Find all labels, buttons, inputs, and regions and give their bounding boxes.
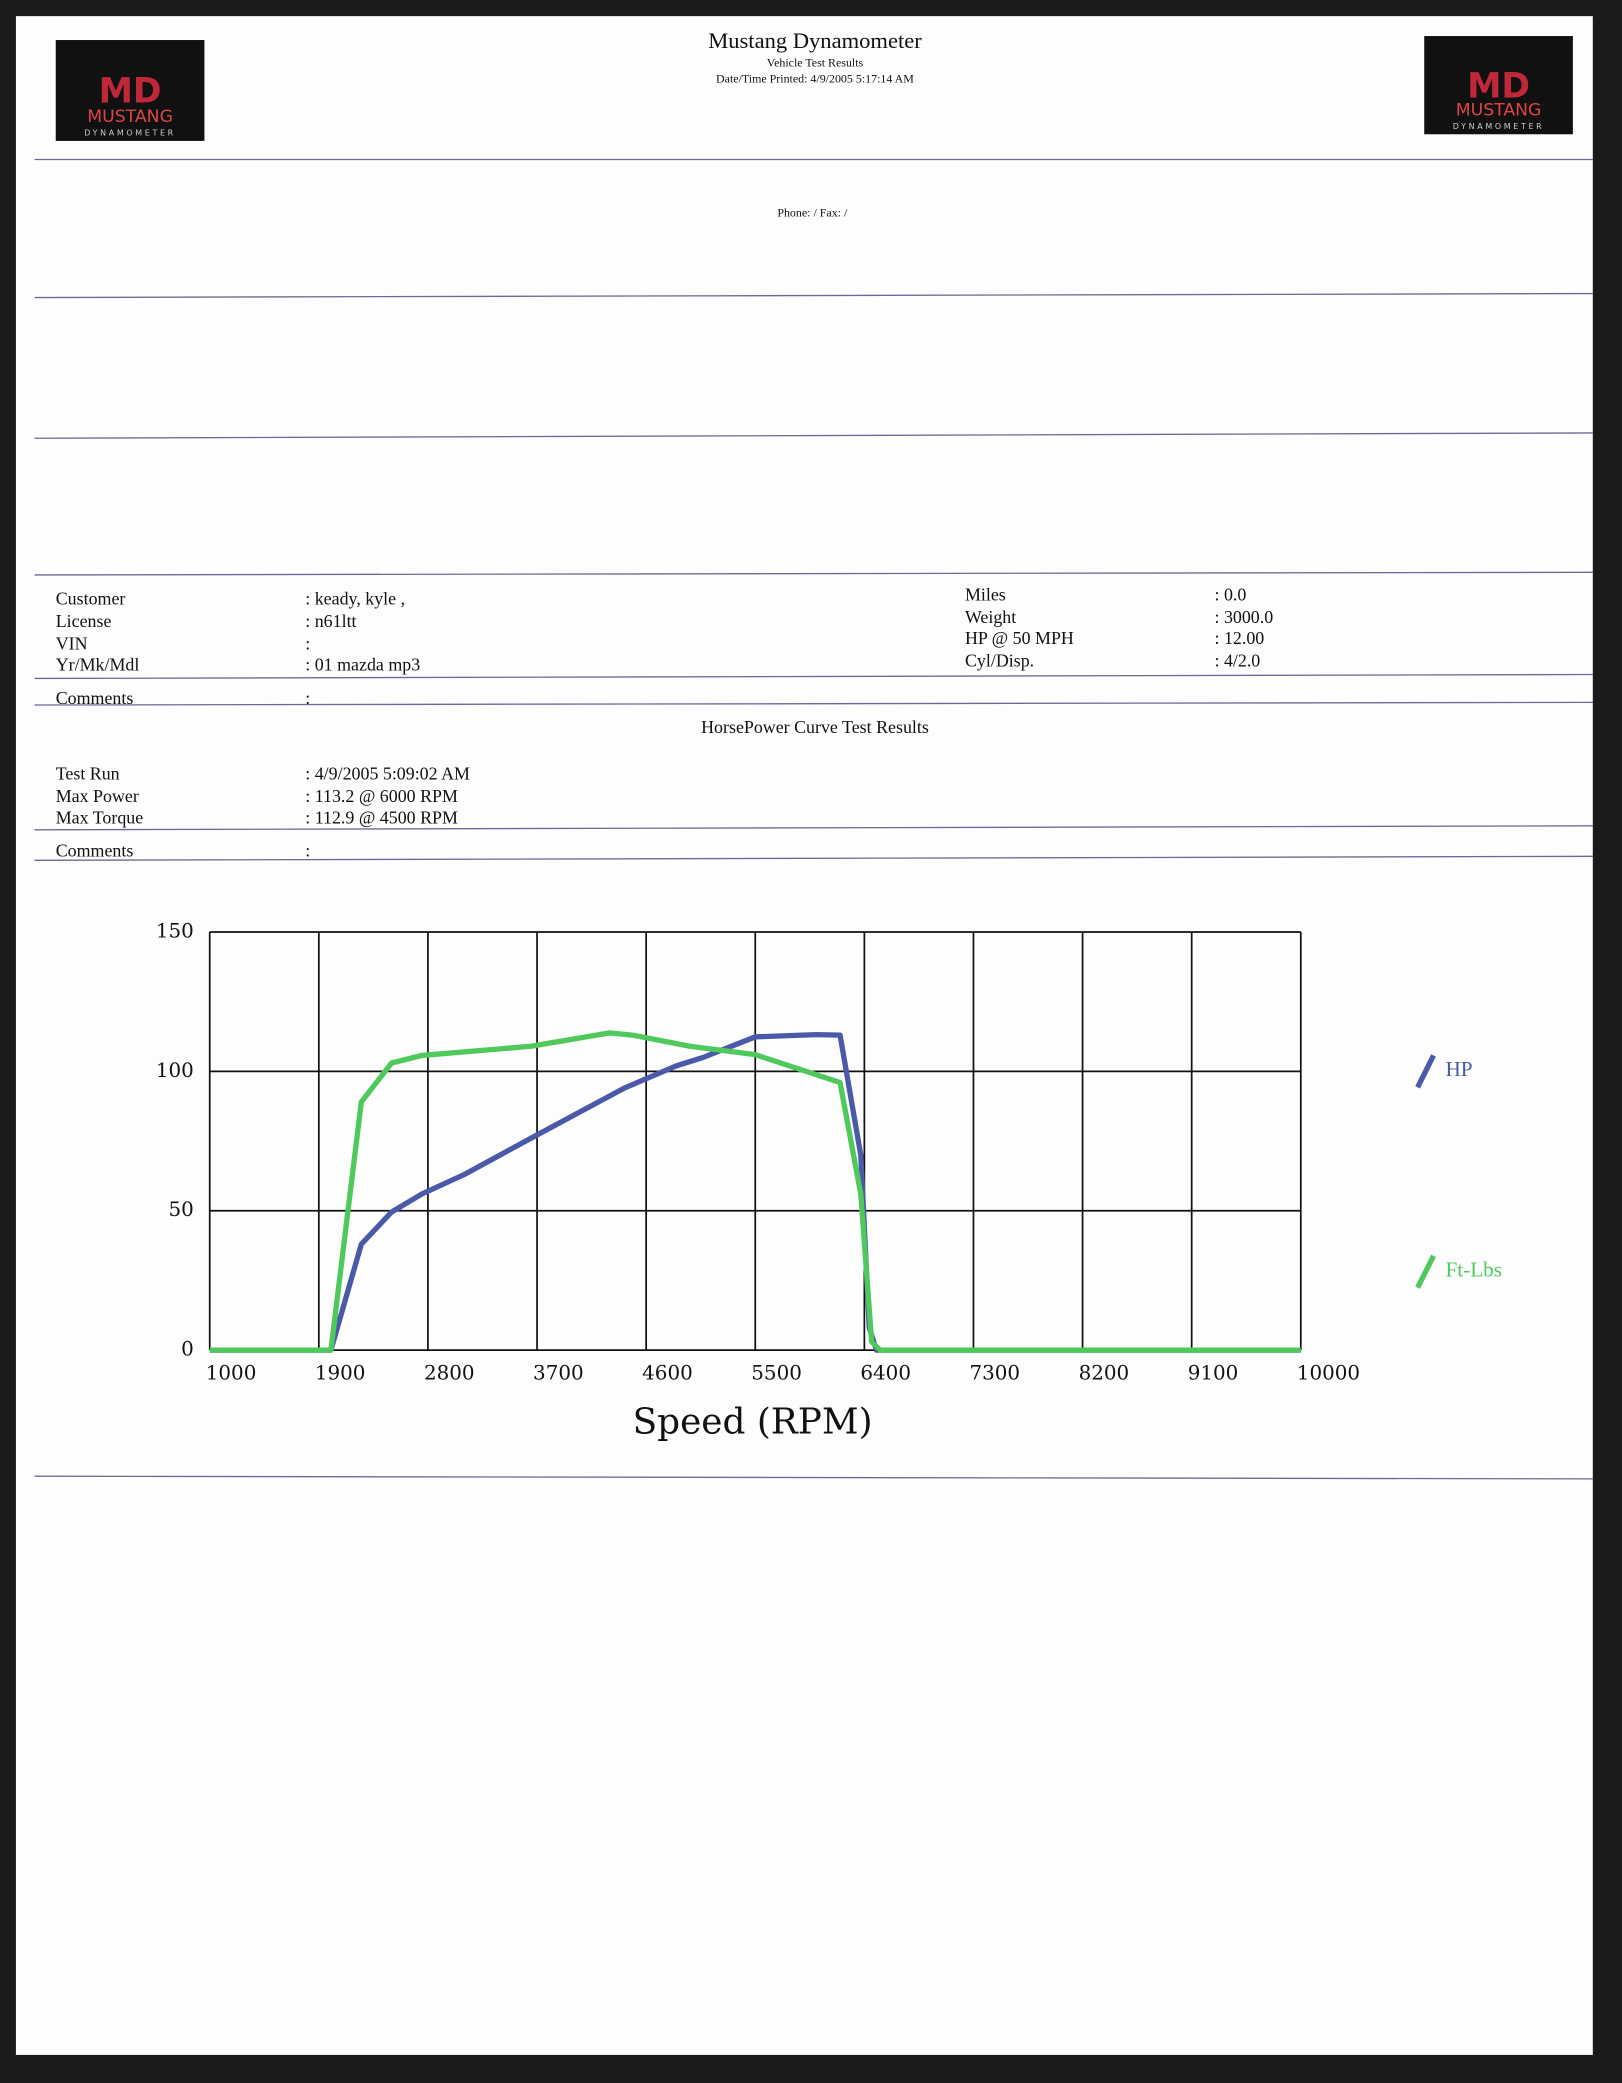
field-value: : 12.00 [1215,628,1265,648]
x-tick-label: 10000 [1297,1361,1360,1384]
logo-right: MD MUSTANG DYNAMOMETER [1424,36,1573,135]
legend-swatch [1415,1254,1436,1289]
y-tick-label: 100 [156,1059,194,1082]
field-label: HP @ 50 MPH [965,628,1074,648]
field-value: : 4/9/2005 5:09:02 AM [305,763,470,783]
legend-label: Ft-Lbs [1445,1258,1502,1282]
logo-mark: MD [99,72,162,112]
x-tick-label: 9100 [1188,1361,1239,1384]
field-value: : 01 mazda mp3 [305,655,420,675]
field-value: : [305,688,310,708]
x-tick-label: 2800 [424,1361,475,1384]
field-value: : 112.9 @ 4500 RPM [305,807,458,827]
field-label: License [56,611,112,631]
field-label: Max Power [56,786,139,806]
logo-name: MUSTANG [1456,100,1542,120]
field-value: : keady, kyle , [305,588,405,608]
rule [34,432,1593,439]
field-value: : 113.2 @ 6000 RPM [305,786,458,806]
rule [34,855,1593,861]
printed-date: Date/Time Printed: 4/9/2005 5:17:14 AM [716,72,914,86]
rule [34,1475,1593,1480]
x-tick-label: 4600 [642,1361,693,1384]
x-tick-label: 5500 [751,1361,802,1384]
field-value: : 3000.0 [1215,607,1274,627]
field-value: : 0.0 [1215,584,1247,604]
y-tick-label: 150 [156,919,194,942]
rule [34,701,1593,706]
rule [34,571,1593,576]
field-label: VIN [56,633,88,653]
x-tick-label: 3700 [533,1361,584,1384]
field-value: : 4/2.0 [1215,651,1261,671]
rule [34,292,1593,299]
legend-label: HP [1445,1057,1472,1081]
logo-sub: DYNAMOMETER [84,128,176,137]
x-tick-label: 1000 [206,1361,257,1384]
logo-mark: MD [1467,66,1530,106]
field-label: Customer [56,588,126,608]
field-label: Max Torque [56,807,143,827]
logo-name: MUSTANG [87,107,173,127]
field-label: Miles [965,584,1006,604]
field-label: Yr/Mk/Mdl [56,655,140,675]
field-label: Weight [965,607,1016,627]
field-label: Cyl/Disp. [965,651,1034,671]
x-tick-label: 6400 [860,1361,911,1384]
y-tick-label: 50 [168,1198,193,1221]
field-value: : n61ltt [305,611,356,631]
rules [34,158,1593,1480]
legend-swatch [1415,1054,1436,1089]
rule [34,673,1593,680]
field-value: : [305,633,310,653]
field-label: Test Run [56,763,120,783]
x-axis-title: Speed (RPM) [633,1401,873,1442]
logo-left: MD MUSTANG DYNAMOMETER [55,40,205,141]
title: Mustang Dynamometer [708,28,922,53]
logo-bg [55,40,205,141]
field-label: Comments [56,840,134,860]
rule [34,825,1593,831]
section-title: HorsePower Curve Test Results [701,717,929,737]
series-line [209,1030,1301,1353]
field-label: Comments [56,688,134,708]
logo-bg [1424,36,1573,135]
x-tick-label: 7300 [969,1361,1020,1384]
logo-sub: DYNAMOMETER [1453,122,1545,131]
y-tick-label: 0 [181,1338,194,1361]
subtitle: Vehicle Test Results [767,56,864,70]
x-tick-label: 8200 [1079,1361,1130,1384]
field-value: : [305,840,310,860]
contact: Phone: / Fax: / [777,206,848,220]
x-tick-label: 1900 [315,1361,366,1384]
